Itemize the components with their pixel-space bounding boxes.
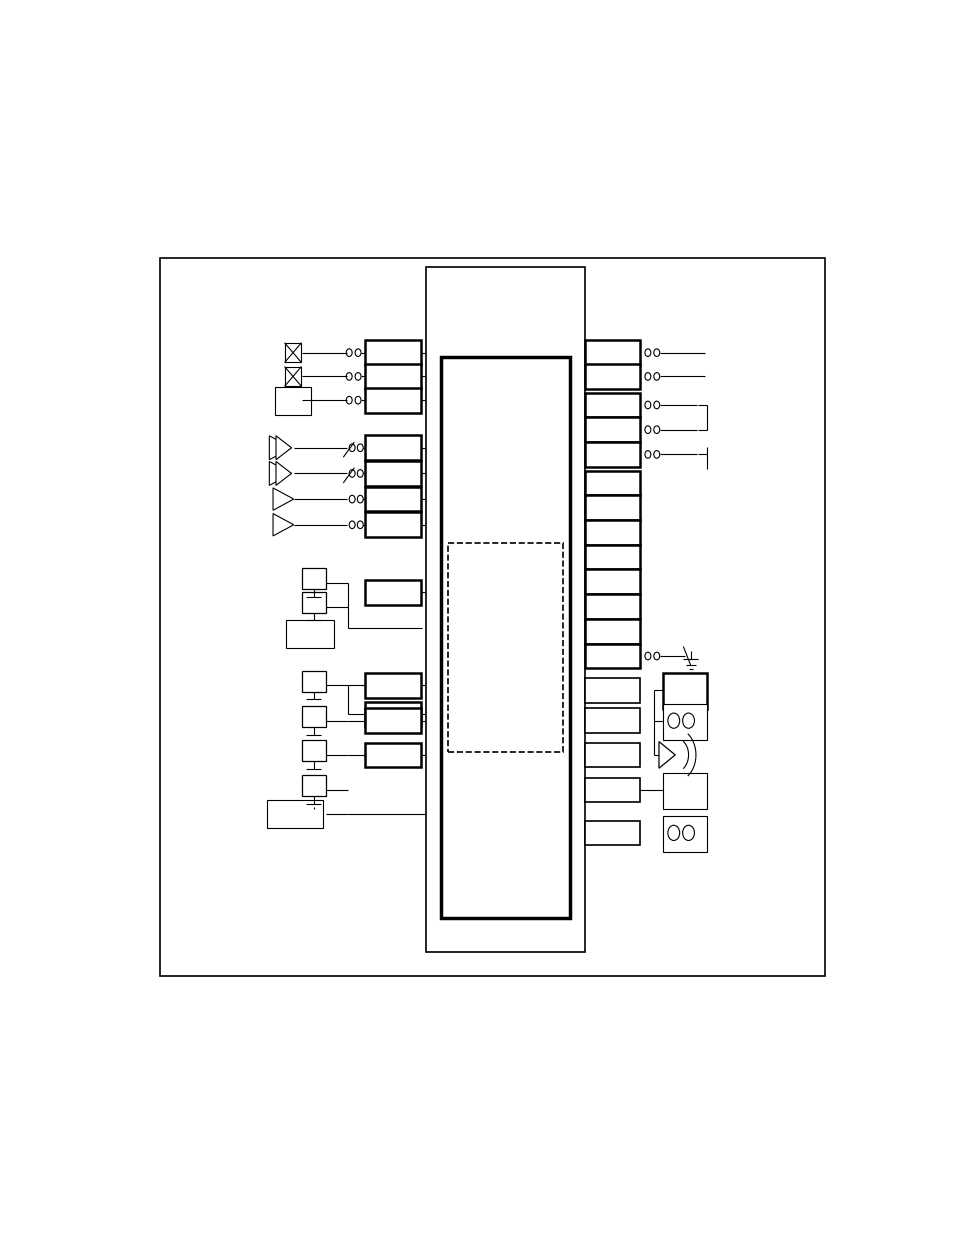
Bar <box>365 341 420 366</box>
Bar <box>448 543 562 752</box>
Polygon shape <box>269 436 292 459</box>
Bar <box>440 357 570 919</box>
Bar <box>301 776 325 797</box>
Bar <box>301 740 325 761</box>
Bar <box>584 417 639 442</box>
Bar <box>584 495 639 520</box>
Bar <box>662 816 706 852</box>
Bar <box>584 471 639 495</box>
Bar <box>584 619 639 643</box>
Bar <box>365 673 420 698</box>
Bar <box>267 799 322 829</box>
Bar <box>584 643 639 668</box>
Polygon shape <box>273 488 294 510</box>
Bar <box>662 704 706 740</box>
Bar <box>160 258 824 976</box>
Bar <box>285 367 301 385</box>
Bar <box>584 678 639 703</box>
Bar <box>584 545 639 569</box>
Bar <box>301 706 325 727</box>
Bar <box>365 580 420 605</box>
Bar <box>584 569 639 594</box>
Bar <box>584 442 639 467</box>
Bar <box>285 343 301 362</box>
Bar <box>584 820 639 845</box>
Polygon shape <box>273 514 294 536</box>
Bar <box>662 773 706 809</box>
Bar <box>584 594 639 619</box>
Bar <box>365 709 420 734</box>
Bar <box>365 513 420 537</box>
Bar <box>301 568 325 589</box>
Bar <box>365 364 420 389</box>
Bar <box>274 387 311 415</box>
Bar <box>662 673 706 709</box>
Bar <box>365 742 420 767</box>
Bar <box>365 461 420 485</box>
Bar <box>365 487 420 511</box>
Bar <box>584 520 639 545</box>
Polygon shape <box>269 462 292 485</box>
Bar <box>426 267 584 952</box>
Bar <box>584 742 639 767</box>
Polygon shape <box>659 741 675 768</box>
Bar <box>365 701 420 726</box>
Bar <box>584 341 639 366</box>
Polygon shape <box>275 462 292 485</box>
Bar <box>285 620 334 648</box>
Polygon shape <box>275 436 292 459</box>
Bar <box>365 388 420 412</box>
Bar <box>584 393 639 417</box>
Bar <box>365 436 420 461</box>
Bar <box>584 778 639 803</box>
Bar <box>301 671 325 692</box>
Bar <box>301 592 325 613</box>
Bar <box>584 709 639 734</box>
Bar <box>584 364 639 389</box>
